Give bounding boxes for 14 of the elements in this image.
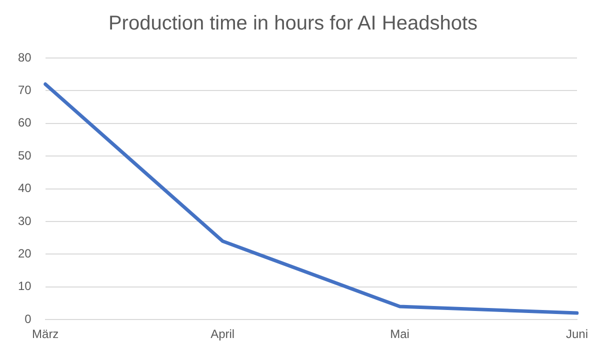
y-tick-label: 30 <box>18 214 32 228</box>
x-tick-label: April <box>210 327 235 342</box>
y-tick-label: 50 <box>18 148 32 162</box>
x-tick-label: März <box>32 327 59 342</box>
y-tick-label: 80 <box>18 50 32 64</box>
x-tick-label: Juni <box>566 327 588 342</box>
x-tick-label: Mai <box>390 327 410 342</box>
y-tick-label: 20 <box>18 246 32 261</box>
y-tick-label: 70 <box>18 83 32 98</box>
y-tick-label: 0 <box>24 312 32 326</box>
y-tick-label: 10 <box>18 279 32 294</box>
y-tick-label: 60 <box>18 116 32 130</box>
y-tick-label: 40 <box>18 181 32 196</box>
chart-title: Production time in hours for AI Headshots <box>108 12 478 35</box>
